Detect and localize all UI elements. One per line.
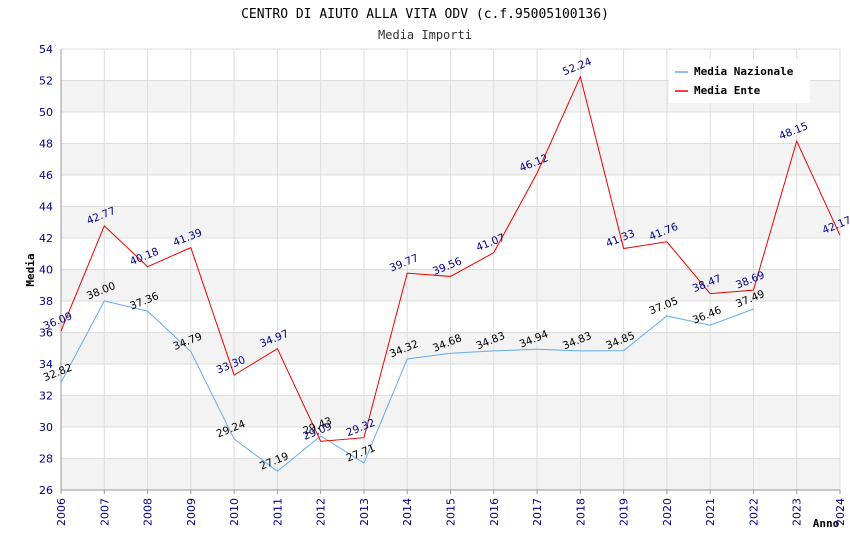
x-tick-label: 2017 — [531, 498, 544, 526]
y-tick-label: 34 — [39, 358, 53, 371]
x-tick-label: 2008 — [142, 498, 155, 526]
x-tick-label: 2021 — [704, 498, 717, 526]
y-tick-label: 38 — [39, 295, 53, 308]
x-tick-label: 2016 — [488, 498, 501, 526]
legend: Media Nazionale Media Ente — [669, 59, 810, 103]
x-tick-label: 2011 — [271, 498, 284, 526]
grid-lines — [60, 48, 841, 494]
y-tick-label: 36 — [39, 327, 53, 340]
y-tick-label: 28 — [39, 453, 53, 466]
legend-box — [669, 59, 810, 103]
chart-subtitle: Media Importi — [378, 28, 472, 42]
y-tick-label: 30 — [39, 421, 53, 434]
x-tick-label: 2018 — [574, 498, 587, 526]
legend-label-media-ente: Media Ente — [694, 84, 761, 97]
chart-title: CENTRO DI AIUTO ALLA VITA ODV (c.f.95005… — [241, 7, 609, 22]
y-tick-label: 52 — [39, 75, 53, 88]
x-tick-label: 2013 — [358, 498, 371, 526]
y-tick-label: 26 — [39, 484, 53, 497]
y-tick-label: 50 — [39, 106, 53, 119]
x-tick-label: 2012 — [315, 498, 328, 526]
y-tick-label: 54 — [39, 43, 53, 56]
series-line-media-ente — [60, 75, 841, 442]
x-axis-title: Anno — [813, 517, 840, 530]
y-ticks: 26 28 30 32 34 36 38 40 42 44 46 48 50 52 54 — [39, 43, 53, 497]
x-tick-label: 2023 — [791, 498, 804, 526]
x-tick-label: 2010 — [228, 498, 241, 526]
x-tick-label: 2022 — [747, 498, 760, 526]
series-lines — [60, 75, 841, 472]
x-tick-label: 2006 — [55, 498, 68, 526]
x-tick-label: 2024 — [834, 498, 847, 526]
y-tick-label: 44 — [39, 201, 53, 214]
x-tick-label: 2014 — [401, 498, 414, 526]
y-tick-label: 46 — [39, 169, 53, 182]
x-tick-label: 2015 — [445, 498, 458, 526]
x-tick-label: 2020 — [661, 498, 674, 526]
x-tick-label: 2007 — [98, 498, 111, 526]
x-ticks: 2006 2007 2008 2009 2010 2011 2012 2013 2014 2015… — [55, 498, 847, 526]
x-tick-label: 2009 — [185, 498, 198, 526]
legend-label-media-nazionale: Media Nazionale — [694, 65, 794, 78]
x-tick-label: 2019 — [618, 498, 631, 526]
y-tick-label: 42 — [39, 232, 53, 245]
y-tick-label: 32 — [39, 390, 53, 403]
y-tick-label: 48 — [39, 138, 53, 151]
series-line-media-nazionale — [60, 300, 754, 472]
y-axis-title: Media — [24, 253, 37, 286]
y-tick-label: 40 — [39, 264, 53, 277]
